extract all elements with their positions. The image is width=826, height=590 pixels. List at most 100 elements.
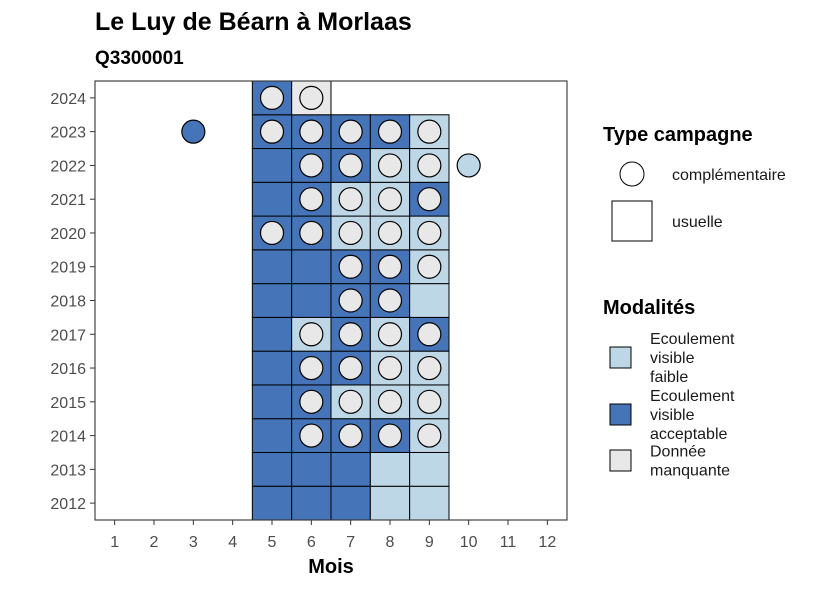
tile-2018-m9: [409, 283, 450, 318]
legend-label-ecoulement-visible-faible-line3: faible: [650, 369, 688, 386]
point-layer: [181, 85, 481, 448]
point-2020-m9: [417, 220, 442, 246]
point-2017-m6: [299, 322, 324, 347]
tile-2022-m5: [251, 148, 293, 183]
point-2019-m8: [377, 254, 403, 279]
chart-subtitle: Q3300001: [95, 48, 184, 69]
point-2015-m8: [377, 389, 403, 414]
legend-type-campagne: Type campagne complémentaire usuelle: [603, 124, 786, 242]
legend-label-ecoulement-visible-faible-line1: Ecoulement: [650, 331, 735, 348]
point-2023-m5: [259, 119, 285, 144]
y-tick-label-2017: 2017: [50, 327, 86, 344]
tile-2013-m5: [251, 451, 293, 487]
point-2020-m8: [377, 220, 403, 246]
y-tick-label-2012: 2012: [50, 496, 86, 513]
y-tick-label-2015: 2015: [50, 395, 86, 412]
y-tick-label-2022: 2022: [50, 158, 86, 175]
point-2023-m6: [299, 119, 324, 144]
y-tick-label-2014: 2014: [50, 429, 86, 446]
x-tick-label-9: 9: [425, 534, 434, 551]
point-2019-m7: [338, 254, 363, 279]
legend-usuelle-label: usuelle: [672, 214, 723, 231]
y-tick-label-2020: 2020: [50, 226, 86, 243]
point-2017-m7: [338, 322, 363, 347]
point-2017-m9: [417, 322, 442, 347]
tile-2021-m5: [251, 181, 293, 217]
x-tick-label-2: 2: [150, 534, 159, 551]
tile-2019-m5: [251, 249, 293, 285]
legend-label-donnee-manquante-line2: manquante: [650, 463, 730, 480]
point-2014-m7: [338, 423, 363, 448]
x-tick-label-12: 12: [538, 534, 556, 551]
point-2018-m7: [338, 288, 363, 313]
legend-key-donnee-manquante: [609, 449, 632, 472]
y-tick-label-2016: 2016: [50, 361, 86, 378]
legend-complementaire-label: complémentaire: [672, 167, 786, 184]
point-2014-m8: [377, 423, 403, 448]
x-axis-title: Mois: [308, 556, 354, 578]
tile-2012-m6: [291, 485, 332, 521]
tile-2019-m6: [291, 249, 332, 285]
x-tick-label-4: 4: [228, 534, 237, 551]
x-axis: 1 2 3 4 5 6 7 8 9 10 11 12: [110, 520, 556, 551]
tile-2018-m5: [251, 283, 293, 318]
point-2016-m8: [377, 355, 403, 381]
point-2019-m9: [417, 254, 442, 279]
point-2022-m8: [377, 153, 403, 178]
point-2022-m7: [338, 153, 363, 178]
legend-label-ecoulement-visible-acceptable-line1: Ecoulement: [650, 388, 735, 405]
x-tick-label-1: 1: [110, 534, 119, 551]
x-tick-label-6: 6: [307, 534, 316, 551]
legend-modalites: Modalités Ecoulement visible faible Ecoulem…: [603, 297, 735, 480]
legend-key-ecoulement-visible-acceptable: [609, 403, 632, 426]
legend-type-campagne-title: Type campagne: [603, 124, 753, 146]
tile-2013-m8: [369, 451, 411, 487]
point-2015-m9: [417, 389, 442, 414]
point-2020-m7: [338, 220, 363, 246]
y-axis: 2012 2013 2014 2015 2016 2017 2018 2019 2020 2021…: [50, 91, 95, 513]
legend-label-ecoulement-visible-acceptable-line3: acceptable: [650, 426, 727, 443]
point-2021-m6: [299, 187, 324, 212]
point-2015-m6: [299, 389, 324, 414]
y-tick-label-2019: 2019: [50, 260, 86, 277]
tile-2017-m5: [251, 316, 293, 352]
point-2021-m9: [417, 187, 442, 212]
legend-key-ecoulement-visible-faible: [609, 346, 632, 369]
point-2022-m6: [299, 153, 324, 178]
tile-2012-m7: [330, 485, 371, 521]
x-tick-label-11: 11: [500, 534, 517, 551]
point-2023-m7: [338, 119, 363, 144]
tile-2014-m5: [251, 418, 293, 453]
y-tick-label-2021: 2021: [50, 192, 86, 209]
point-2023-m9: [417, 119, 442, 144]
point-2024-m5: [259, 85, 285, 110]
tile-2013-m9: [409, 451, 450, 487]
point-2021-m8: [377, 187, 403, 212]
point-2018-m8: [377, 288, 403, 313]
tile-2013-m6: [291, 451, 332, 487]
tile-2013-m7: [330, 451, 371, 487]
tile-2015-m5: [251, 384, 293, 420]
point-2020-m6: [299, 220, 324, 246]
point-2016-m7: [338, 355, 363, 381]
legend-modalites-title: Modalités: [603, 297, 695, 319]
x-tick-label-8: 8: [386, 534, 395, 551]
x-tick-label-10: 10: [460, 534, 478, 551]
point-2020-m5: [259, 220, 285, 246]
point-2022-m9: [417, 153, 442, 178]
point-2024-m6: [299, 85, 324, 110]
tile-2012-m5: [251, 485, 293, 521]
point-2017-m8: [377, 322, 403, 347]
y-tick-label-2023: 2023: [50, 125, 86, 142]
tile-2012-m8: [369, 485, 411, 521]
tile-2018-m6: [291, 283, 332, 318]
legend-label-ecoulement-visible-faible-line2: visible: [650, 350, 695, 367]
x-tick-label-3: 3: [189, 534, 198, 551]
point-2016-m9: [417, 355, 442, 381]
legend-circle-key: [619, 161, 645, 187]
point-2015-m7: [338, 389, 363, 414]
y-tick-label-2013: 2013: [50, 462, 86, 479]
point-2014-m6: [299, 423, 324, 448]
x-tick-label-5: 5: [268, 534, 277, 551]
